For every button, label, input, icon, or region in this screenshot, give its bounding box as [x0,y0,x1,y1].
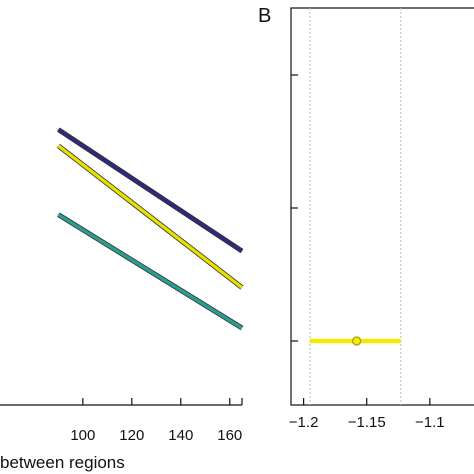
panel-a-series [56,127,244,331]
panel-a-x-tick-label: 120 [119,427,144,444]
panel-a-x-tick-label: 140 [168,427,193,444]
panel-a-x-tick-label: 100 [70,427,95,444]
panel-a-x-axis-label: between regions [0,453,125,472]
panel-b-label: B [258,5,271,27]
panel-b-points [309,336,401,346]
panel-a-ticks: 100 120 140 160 [70,398,242,444]
panel-b-x-tick-label: −1.2 [289,414,319,431]
panel-a-series-line [57,128,243,253]
panel-a: 100 120 140 160 between regions [0,127,244,472]
panel-b: B −1.2 −1.15 −1.1 [258,5,474,431]
panel-b-x-tick-label: −1.1 [415,414,445,431]
panel-b-x-tick-label: −1.15 [348,414,386,431]
panel-a-series-line [57,213,243,330]
panel-a-x-tick-label: 160 [217,427,242,444]
panel-b-reference-lines [309,8,402,405]
panel-a-series-line [57,144,244,289]
panel-b-frame [290,7,474,406]
panel-b-ticks: −1.2 −1.15 −1.1 [289,74,445,431]
panel-b-point [352,336,362,346]
